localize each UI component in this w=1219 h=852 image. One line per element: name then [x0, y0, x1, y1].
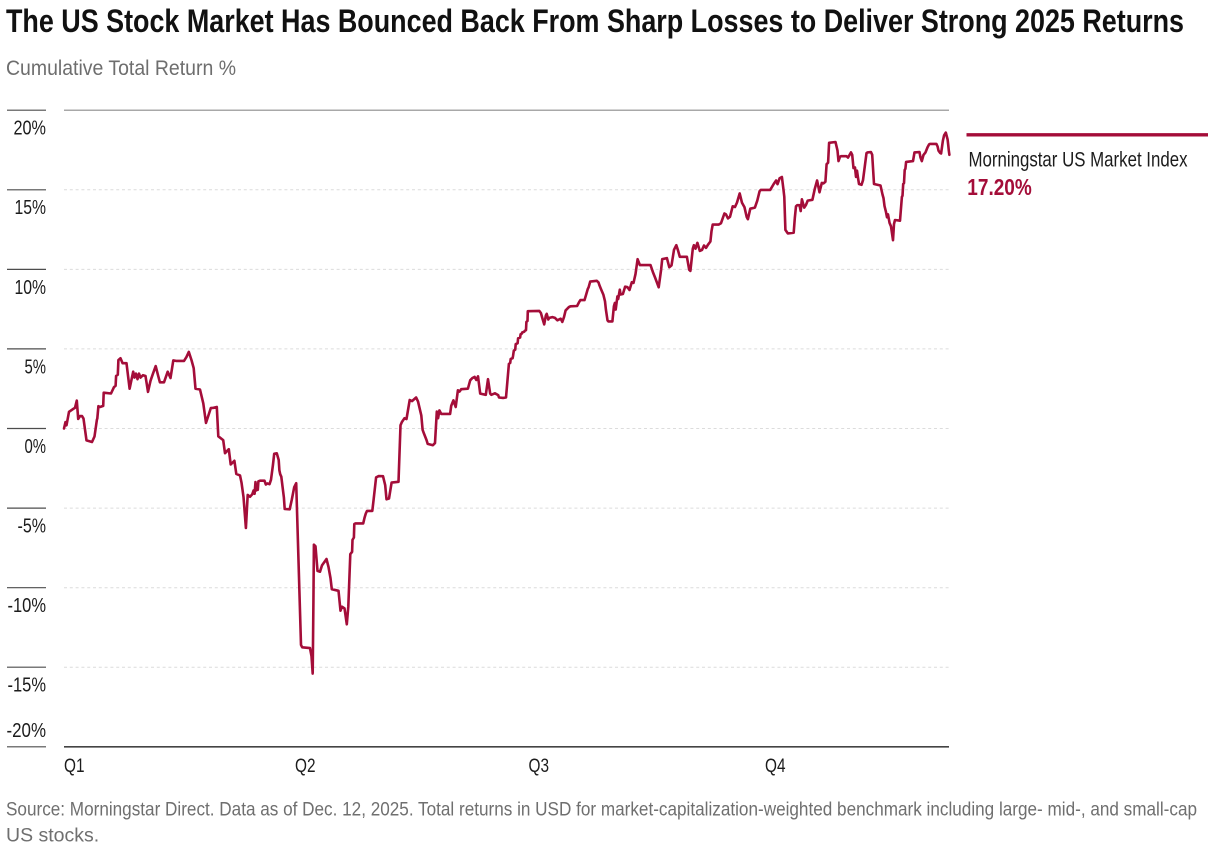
- svg-text:Q3: Q3: [529, 756, 550, 777]
- svg-text:Q1: Q1: [64, 756, 85, 777]
- svg-text:Morningstar US Market Index: Morningstar US Market Index: [969, 148, 1188, 171]
- svg-text:Q2: Q2: [295, 756, 316, 777]
- svg-text:5%: 5%: [25, 355, 47, 378]
- svg-text:-5%: -5%: [18, 515, 47, 538]
- svg-text:Source: Morningstar Direct. Da: Source: Morningstar Direct. Data as of D…: [6, 798, 1197, 820]
- svg-text:0%: 0%: [25, 435, 47, 458]
- svg-text:17.20%: 17.20%: [967, 174, 1032, 200]
- svg-text:US stocks.: US stocks.: [6, 825, 99, 847]
- svg-text:Q4: Q4: [765, 756, 786, 777]
- svg-text:The US Stock Market Has Bounce: The US Stock Market Has Bounced Back Fro…: [6, 3, 1184, 39]
- svg-text:10%: 10%: [15, 276, 47, 299]
- svg-text:-20%: -20%: [7, 719, 47, 742]
- svg-text:20%: 20%: [14, 117, 47, 140]
- svg-text:-15%: -15%: [8, 674, 47, 697]
- svg-text:Cumulative Total Return %: Cumulative Total Return %: [6, 55, 236, 80]
- svg-text:-10%: -10%: [8, 594, 47, 617]
- svg-text:15%: 15%: [15, 196, 47, 219]
